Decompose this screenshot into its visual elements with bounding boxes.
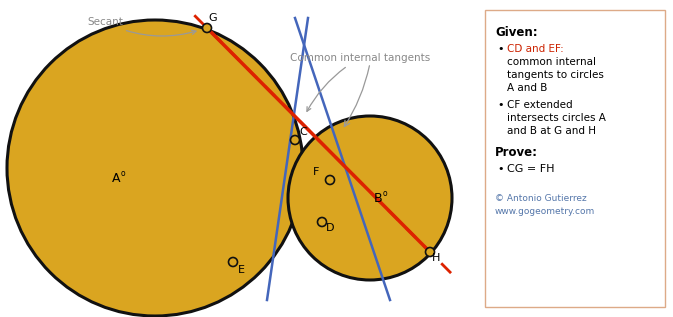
Text: CG = FH: CG = FH [507,164,555,174]
Text: H: H [432,253,440,263]
Text: A: A [112,172,120,185]
Text: www.gogeometry.com: www.gogeometry.com [495,207,595,216]
Circle shape [203,23,211,33]
Text: CF extended: CF extended [507,100,573,110]
Text: common internal: common internal [507,57,596,67]
Text: •: • [497,100,503,110]
Text: F: F [313,167,319,177]
Text: C: C [299,127,307,137]
Text: CD and EF:: CD and EF: [507,44,564,54]
Text: © Antonio Gutierrez: © Antonio Gutierrez [495,194,587,203]
Text: Prove:: Prove: [495,146,538,159]
Text: E: E [238,265,244,275]
Text: B: B [374,191,382,204]
Text: •: • [497,164,503,174]
Text: intersects circles A: intersects circles A [507,113,606,123]
Text: G: G [209,13,217,23]
Circle shape [326,176,334,184]
Text: o: o [383,189,388,197]
Circle shape [288,116,452,280]
Text: and B at G and H: and B at G and H [507,126,596,136]
Circle shape [318,217,326,227]
Text: •: • [497,44,503,54]
Text: Common internal tangents: Common internal tangents [290,53,430,111]
Text: D: D [326,223,334,233]
Text: tangents to circles: tangents to circles [507,70,604,80]
Text: Secant: Secant [87,17,196,36]
Circle shape [291,135,299,145]
Circle shape [7,20,303,316]
Text: Given:: Given: [495,26,538,39]
Circle shape [229,257,238,267]
Circle shape [425,248,435,256]
Text: A and B: A and B [507,83,547,93]
FancyBboxPatch shape [485,10,665,307]
Text: o: o [120,170,125,178]
